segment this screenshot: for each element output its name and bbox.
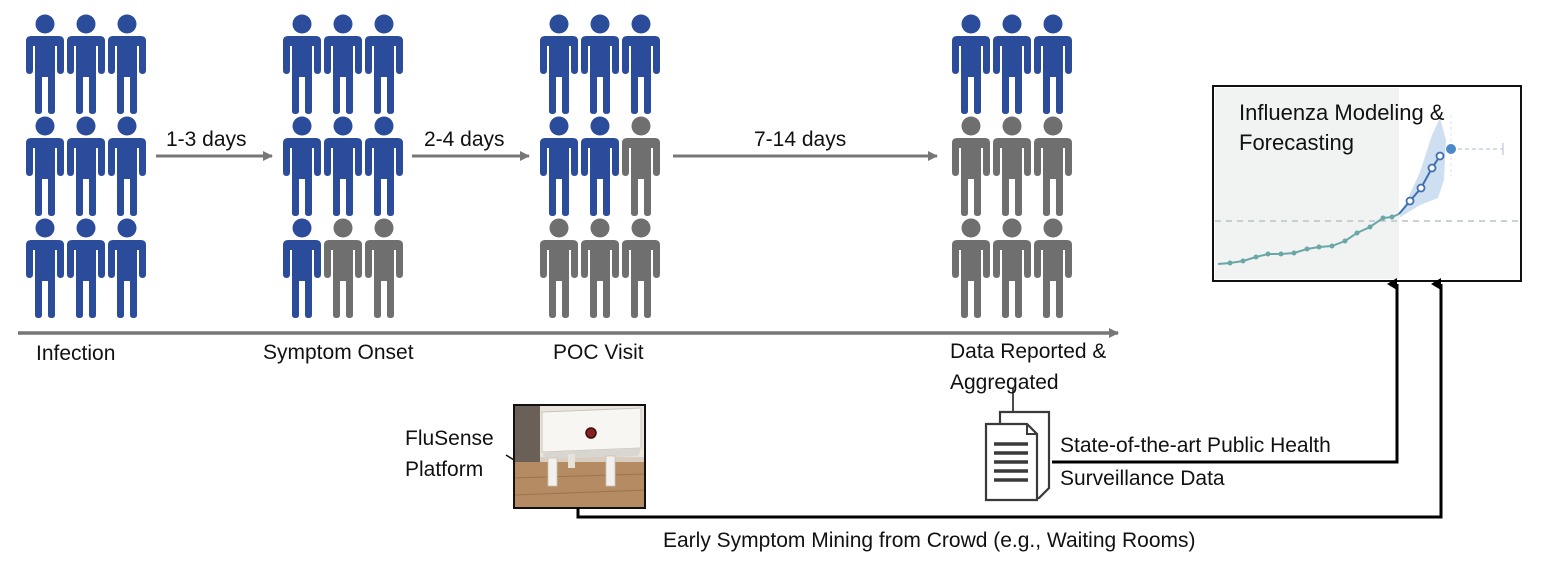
interval-label-3: 7-14 days [754,128,847,151]
forecast-title-line2: Forecasting [1239,130,1354,155]
person-icon [540,116,578,216]
person-icon [26,14,64,114]
person-icon [540,14,578,114]
person-icon [622,218,660,318]
person-icon [622,14,660,114]
person-icon [993,116,1031,216]
device-photo [514,405,645,508]
stage-label-symptom-onset: Symptom Onset [263,341,414,364]
person-icon [993,218,1031,318]
history-points [1227,214,1395,266]
stage-label-poc-visit: POC Visit [553,341,644,364]
person-icon [283,218,321,318]
person-icon [67,116,105,216]
person-icon [993,14,1031,114]
person-icon [67,218,105,318]
crowd-group-4 [952,14,1072,318]
surveillance-connector [1052,278,1399,464]
person-icon [540,218,578,318]
forecast-band [1399,118,1446,218]
person-icon [324,218,362,318]
person-icon [283,116,321,216]
person-icon [581,116,619,216]
flusense-leader [505,454,515,461]
history-line [1217,213,1400,265]
person-icon [108,116,146,216]
forecast-points [1405,151,1445,206]
person-icon [67,14,105,114]
person-icon [365,14,403,114]
crowd-connector [576,278,1443,519]
person-icon [581,218,619,318]
flusense-label-line1: FluSense [405,427,494,450]
crowd-group-3 [540,14,660,318]
crowd-group-1 [26,14,146,318]
person-icon [26,116,64,216]
person-icon [108,14,146,114]
person-icon [1034,116,1072,216]
interval-label-2: 2-4 days [424,128,505,151]
person-icon [108,218,146,318]
person-icon [324,14,362,114]
stage-label-infection: Infection [36,342,116,365]
person-icon [952,218,990,318]
crowd-mining-label: Early Symptom Mining from Crowd (e.g., W… [663,529,1196,552]
person-icon [365,116,403,216]
stage-label-data-reported: Data Reported & [950,340,1107,363]
person-icon [365,218,403,318]
stage-label-data-reported-line2: Aggregated [950,371,1059,394]
peak-point [1446,144,1456,154]
surveillance-label-line1: State-of-the-art Public Health [1060,434,1331,457]
flusense-label-line2: Platform [405,458,484,481]
crowd-groups [26,14,1072,318]
forecast-title-line1: Influenza Modeling & [1239,100,1445,125]
document-icon [984,388,1051,502]
person-icon [1034,218,1072,318]
person-icon [952,116,990,216]
crowd-group-2 [283,14,403,318]
person-icon [581,14,619,114]
forecast-panel [1212,85,1522,282]
person-icon [952,14,990,114]
person-icon [622,116,660,216]
person-icon [324,116,362,216]
person-icon [1034,14,1072,114]
surveillance-label-line2: Surveillance Data [1060,467,1225,490]
person-icon [283,14,321,114]
interval-label-1: 1-3 days [166,128,247,151]
person-icon [26,218,64,318]
